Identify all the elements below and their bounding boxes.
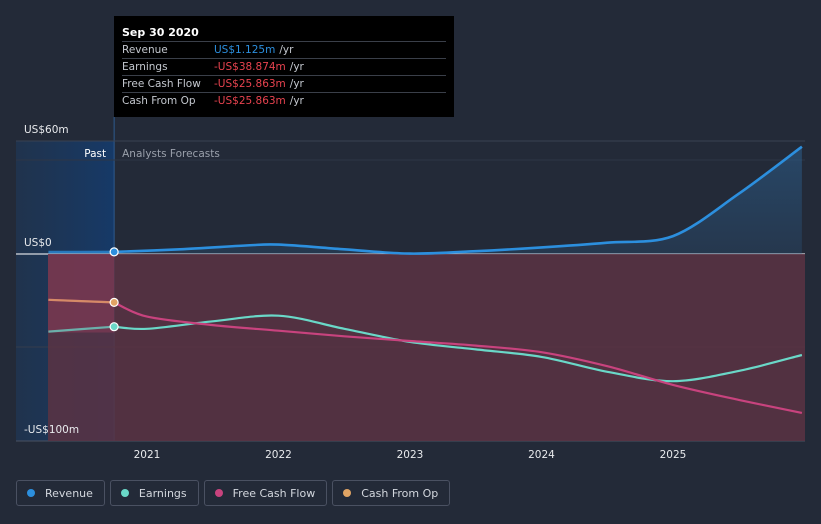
y-tick-label: US$0 <box>24 237 52 249</box>
x-tick-label: 2024 <box>528 449 555 461</box>
tooltip-value: -US$25.863m <box>214 95 286 107</box>
tooltip-label: Free Cash Flow <box>122 78 201 90</box>
tooltip-unit: /yr <box>289 61 304 73</box>
tooltip-row-cash-from-op: Cash From Op -US$25.863m /yr <box>122 92 446 109</box>
free-cash-flow-line <box>113 301 803 414</box>
tooltip-value: -US$38.874m <box>214 61 286 73</box>
x-tick-label: 2021 <box>134 449 161 461</box>
tooltip-date: Sep 30 2020 <box>122 26 199 39</box>
legend-dot-icon <box>27 489 35 497</box>
legend-label: Cash From Op <box>361 486 439 500</box>
forecast-label: Analysts Forecasts <box>122 148 220 160</box>
legend-item-cash-from-op[interactable]: Cash From Op <box>332 480 451 506</box>
x-tick-label: 2022 <box>265 449 292 461</box>
tooltip-row-earnings: Earnings -US$38.874m /yr <box>122 58 446 75</box>
legend-item-revenue[interactable]: Revenue <box>16 480 105 506</box>
legend-dot-icon <box>120 489 129 497</box>
past-negative-area <box>48 254 115 333</box>
tooltip-label: Earnings <box>122 61 168 73</box>
x-tick-label: 2023 <box>397 449 424 461</box>
tooltip-value: US$1.125m <box>214 44 276 56</box>
revenue-line <box>114 145 803 255</box>
tooltip-unit: /yr <box>279 44 294 56</box>
negative-area <box>48 254 805 441</box>
y-tick-label: -US$100m <box>24 424 79 436</box>
data-tooltip: Sep 30 2020 Revenue US$1.125m /yr Earnin… <box>114 16 454 117</box>
revenue-area <box>48 146 802 254</box>
past-label: Past <box>84 148 106 160</box>
tooltip-label: Cash From Op <box>122 95 196 107</box>
legend-label: Earnings <box>138 486 187 500</box>
tooltip-unit: /yr <box>289 78 304 90</box>
legend-item-free-cash-flow[interactable]: Free Cash Flow <box>203 480 328 506</box>
cash-from-op-marker <box>109 297 119 307</box>
legend-dot-icon <box>343 489 352 497</box>
legend-label: Revenue <box>45 486 93 500</box>
legend-dot-icon <box>214 489 223 497</box>
tooltip-unit: /yr <box>289 95 304 107</box>
revenue-marker <box>109 247 119 257</box>
chart-legend: Revenue Earnings Free Cash Flow Cash Fro… <box>16 480 451 506</box>
x-tick-label: 2025 <box>660 449 687 461</box>
earnings-marker <box>109 322 119 332</box>
y-tick-label: US$60m <box>24 124 69 136</box>
tooltip-row-revenue: Revenue US$1.125m /yr <box>122 41 446 58</box>
legend-item-earnings[interactable]: Earnings <box>109 480 199 506</box>
earnings-line <box>114 314 803 383</box>
legend-label: Free Cash Flow <box>232 486 316 500</box>
tooltip-label: Revenue <box>122 44 168 56</box>
tooltip-value: -US$25.863m <box>214 78 286 90</box>
tooltip-row-free-cash-flow: Free Cash Flow -US$25.863m /yr <box>122 75 446 92</box>
